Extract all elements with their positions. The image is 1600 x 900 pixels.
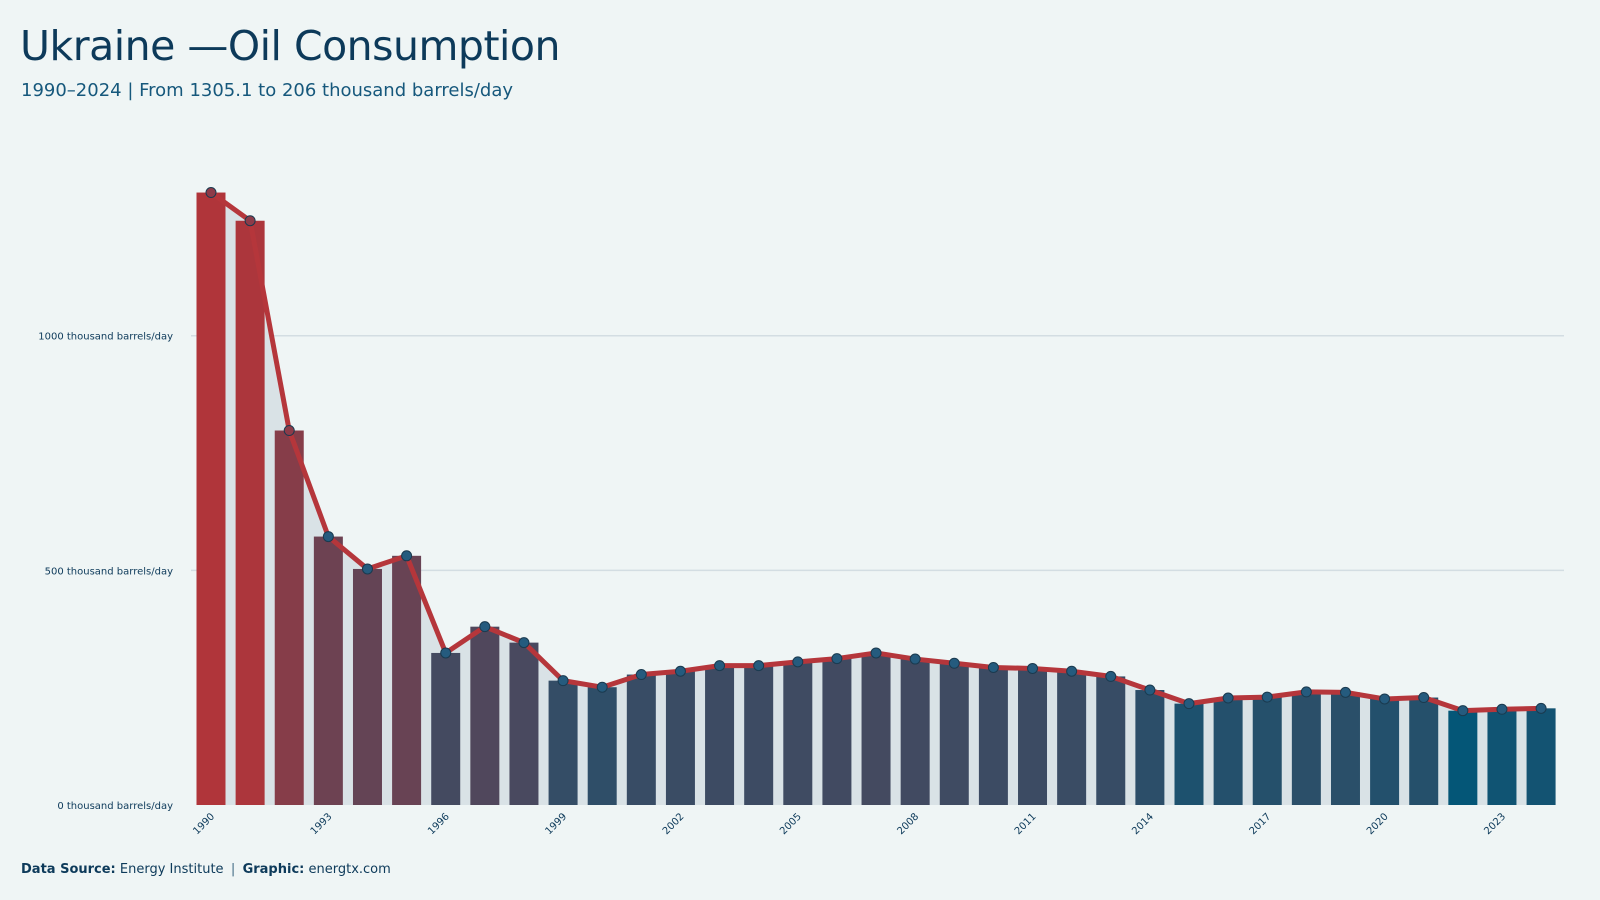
x-tick-label: 1990 xyxy=(191,811,217,837)
footer: Data Source: Energy Institute | Graphic:… xyxy=(21,862,391,877)
x-tick-label: 2017 xyxy=(1248,811,1274,837)
x-tick-label: 2011 xyxy=(1013,811,1039,837)
x-tick-label: 1993 xyxy=(309,811,335,837)
gridlines xyxy=(191,334,1564,572)
point-2000 xyxy=(596,681,608,693)
point-2018 xyxy=(1300,686,1312,698)
x-tick-label: 2005 xyxy=(778,811,804,837)
source-label: Data Source: xyxy=(21,862,116,877)
bar-1992 xyxy=(274,430,304,805)
x-tick-label: 2002 xyxy=(661,811,687,837)
bar-2022 xyxy=(1448,710,1478,805)
bar-1999 xyxy=(548,680,578,805)
point-2024 xyxy=(1535,702,1547,714)
chart-title: Ukraine —Oil Consumption xyxy=(20,22,561,70)
bar-1994 xyxy=(352,568,382,805)
point-1993 xyxy=(322,531,334,543)
bar-1990 xyxy=(196,192,226,805)
point-2005 xyxy=(792,656,804,668)
bar-2012 xyxy=(1057,671,1087,805)
x-tick-label: 1996 xyxy=(426,811,452,837)
bar-2003 xyxy=(705,665,735,805)
bar-2016 xyxy=(1213,698,1243,805)
x-tick-label: 2020 xyxy=(1365,811,1391,837)
bar-2013 xyxy=(1096,676,1126,805)
point-2004 xyxy=(753,660,765,672)
point-1995 xyxy=(401,550,413,562)
point-2009 xyxy=(948,657,960,669)
bars xyxy=(196,192,1556,806)
bar-2004 xyxy=(744,665,774,805)
bar-1991 xyxy=(235,220,265,806)
chart-subtitle: 1990–2024 | From 1305.1 to 206 thousand … xyxy=(21,80,514,101)
point-2011 xyxy=(1027,662,1039,674)
point-2001 xyxy=(635,669,647,681)
bar-1997 xyxy=(470,626,500,805)
bar-1998 xyxy=(509,642,539,805)
x-tick-label: 2023 xyxy=(1482,811,1508,837)
point-1990 xyxy=(205,187,217,199)
bar-2011 xyxy=(1018,668,1048,805)
bar-2007 xyxy=(861,652,891,805)
point-2019 xyxy=(1339,686,1351,698)
x-tick-label: 2008 xyxy=(896,811,922,837)
point-1997 xyxy=(479,621,491,633)
bar-2001 xyxy=(626,674,656,805)
point-2013 xyxy=(1105,670,1117,682)
source-value: Energy Institute xyxy=(119,862,224,877)
bar-2017 xyxy=(1252,697,1282,805)
point-2023 xyxy=(1496,703,1508,715)
bar-2020 xyxy=(1370,698,1400,805)
point-2014 xyxy=(1144,684,1156,696)
point-2020 xyxy=(1379,693,1391,705)
point-2015 xyxy=(1183,698,1195,710)
bar-2009 xyxy=(939,663,969,805)
bar-2006 xyxy=(822,658,852,805)
y-tick-label: 0 thousand barrels/day xyxy=(57,801,173,812)
points xyxy=(205,187,1547,717)
y-tick-label: 500 thousand barrels/day xyxy=(45,566,173,577)
point-2021 xyxy=(1418,692,1430,704)
point-2002 xyxy=(674,665,686,677)
x-tick-label: 1999 xyxy=(543,811,569,837)
point-1994 xyxy=(361,563,373,575)
graphic-label: Graphic: xyxy=(242,862,305,877)
footer-separator: | xyxy=(230,862,236,877)
bar-2014 xyxy=(1135,690,1165,805)
bar-1993 xyxy=(313,536,343,805)
point-2008 xyxy=(909,653,921,665)
point-2017 xyxy=(1261,691,1273,703)
point-2012 xyxy=(1066,665,1078,677)
bar-2005 xyxy=(783,661,813,805)
bar-2018 xyxy=(1291,691,1321,805)
bar-1996 xyxy=(431,652,461,805)
bar-2015 xyxy=(1174,703,1204,805)
y-tick-label: 1000 thousand barrels/day xyxy=(38,332,173,343)
bar-2023 xyxy=(1487,709,1517,805)
point-2016 xyxy=(1222,692,1234,704)
point-1999 xyxy=(557,675,569,687)
point-2010 xyxy=(987,661,999,673)
y-axis-labels: 0 thousand barrels/day 500 thousand barre… xyxy=(38,332,173,812)
x-axis-labels: 1990 1993 1996 1999 2002 2005 2008 2011 2014 2017… xyxy=(191,811,1508,837)
bar-2002 xyxy=(665,671,695,805)
point-1998 xyxy=(518,637,530,649)
point-2007 xyxy=(870,647,882,659)
point-2006 xyxy=(831,653,843,665)
bar-2024 xyxy=(1526,708,1556,805)
point-1991 xyxy=(244,215,256,227)
bar-2000 xyxy=(587,687,617,805)
point-1992 xyxy=(283,425,295,437)
point-1996 xyxy=(440,647,452,659)
bar-2008 xyxy=(900,659,930,805)
bar-1995 xyxy=(392,555,422,805)
bar-2021 xyxy=(1409,697,1439,805)
graphic-value: energtx.com xyxy=(308,862,391,877)
x-tick-label: 2014 xyxy=(1130,811,1156,837)
point-2003 xyxy=(714,660,726,672)
bar-2010 xyxy=(978,667,1008,805)
point-2022 xyxy=(1457,705,1469,717)
bar-2019 xyxy=(1330,692,1360,805)
